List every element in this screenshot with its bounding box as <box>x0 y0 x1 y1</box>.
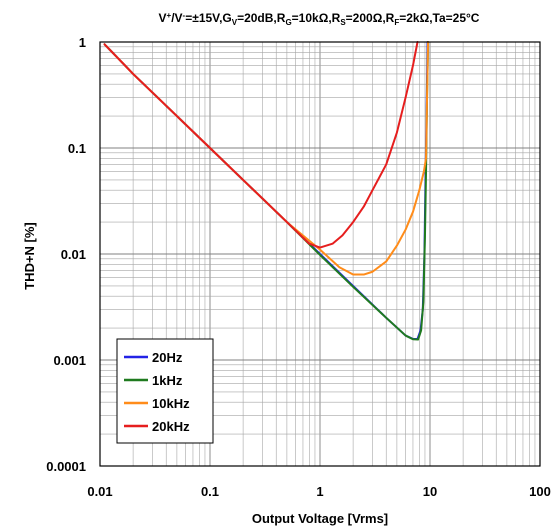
series-lines <box>103 41 430 341</box>
y-axis-label: THD+N [%] <box>22 222 37 290</box>
y-tick-label: 0.001 <box>53 353 86 368</box>
chart-title: V+/V-=±15V,GV=20dB,RG=10kΩ,RS=200Ω,RF=2k… <box>159 11 480 27</box>
chart-title-part: G <box>285 18 291 27</box>
y-tick-label: 1 <box>79 35 86 50</box>
series-line-20khz <box>103 41 419 249</box>
legend: 20Hz 1kHz 10kHz 20kHz <box>116 338 214 444</box>
x-axis-label: Output Voltage [Vrms] <box>252 511 388 526</box>
x-tick-label: 10 <box>423 484 437 499</box>
chart-title-part: + <box>167 11 172 20</box>
chart-title-part: /V <box>171 11 182 25</box>
y-tick-label: 0.1 <box>68 141 86 156</box>
legend-label-20khz: 20kHz <box>152 419 190 434</box>
chart-title-part: F <box>394 18 399 27</box>
legend-label-10khz: 10kHz <box>152 396 190 411</box>
legend-label-20hz: 20Hz <box>152 350 183 365</box>
chart-title-part: V <box>232 18 238 27</box>
x-tick-label: 0.01 <box>87 484 112 499</box>
chart-title-part: V <box>159 11 167 25</box>
x-tick-label: 1 <box>316 484 323 499</box>
chart-title-part: =10kΩ,R <box>292 11 341 25</box>
chart-title-part: =20dB,R <box>237 11 286 25</box>
x-tick-label: 100 <box>529 484 551 499</box>
chart-title-part: - <box>183 11 186 20</box>
y-tick-label: 0.0001 <box>46 459 86 474</box>
chart-title-part: =200Ω,R <box>346 11 395 25</box>
chart-title-part: =2kΩ,Ta=25°C <box>399 11 480 25</box>
x-tick-label: 0.1 <box>201 484 219 499</box>
x-axis-ticks: 0.01 0.1 1 10 100 <box>87 484 551 499</box>
y-axis-ticks: 1 0.1 0.01 0.001 0.0001 <box>46 35 86 474</box>
plot-frame <box>99 41 541 467</box>
chart-title-part: =±15V,G <box>185 11 232 25</box>
y-tick-label: 0.01 <box>61 247 86 262</box>
chart-title-part: S <box>340 18 346 27</box>
legend-label-1khz: 1kHz <box>152 373 183 388</box>
